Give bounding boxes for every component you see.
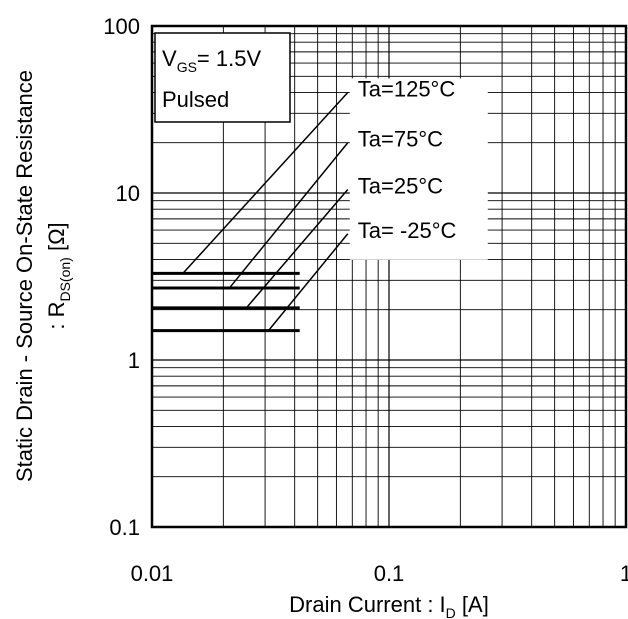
x-axis-title-unit: [A] [456,592,489,617]
plot-frame [150,24,628,529]
vgs-value: = 1.5V [197,46,262,71]
y-tick-label: 0.1 [109,515,140,540]
vgs-main: V [162,46,177,71]
y-axis-title-line2-unit: [Ω] [44,222,69,257]
y-tick-label: 100 [103,14,140,39]
annotation-leader [245,188,349,309]
condition-box: VGS= 1.5V Pulsed [154,32,291,123]
annotation-leader [227,142,349,290]
y-axis-title-line1: Static Drain - Source On-State Resistanc… [12,70,37,482]
label-background [349,78,488,260]
grid [151,26,626,528]
annotation-leader [267,233,349,332]
annotation-leader-lines [182,91,349,332]
x-axis-title-main: Drain Current : I [289,592,446,617]
series-label: Ta= -25°C [358,218,457,243]
annotation-labels: Ta=125°C Ta=75°C Ta=25°C Ta= -25°C [349,76,488,260]
vgs-label: VGS= 1.5V [162,46,261,75]
series-lines [152,271,300,333]
y-axis-title: Static Drain - Source On-State Resistanc… [12,70,73,482]
annotation-leader [182,91,349,274]
y-axis-title-line2: : RDS(on) [Ω] [44,222,73,329]
series-label: Ta=25°C [358,173,443,198]
y-tick-label: 1 [128,348,140,373]
condition-box-frame [154,32,291,123]
x-tick-label: 1 [620,561,628,586]
x-axis-title-sub: D [446,605,456,619]
y-axis-title-line2-sub: DS(on) [57,257,73,301]
vgs-sub: GS [177,59,197,75]
x-tick-label: 0.01 [131,561,174,586]
series-label: Ta=75°C [358,127,443,152]
series-label: Ta=125°C [358,76,456,101]
x-axis-title: Drain Current : ID [A] [289,592,489,619]
tick-labels: 0.01 0.1 1 100 10 1 0.1 [103,14,628,586]
y-axis-title-line2-prefix: : R [44,302,69,330]
x-tick-label: 0.1 [374,561,405,586]
y-tick-label: 10 [116,181,140,206]
pulsed-label: Pulsed [162,87,229,112]
